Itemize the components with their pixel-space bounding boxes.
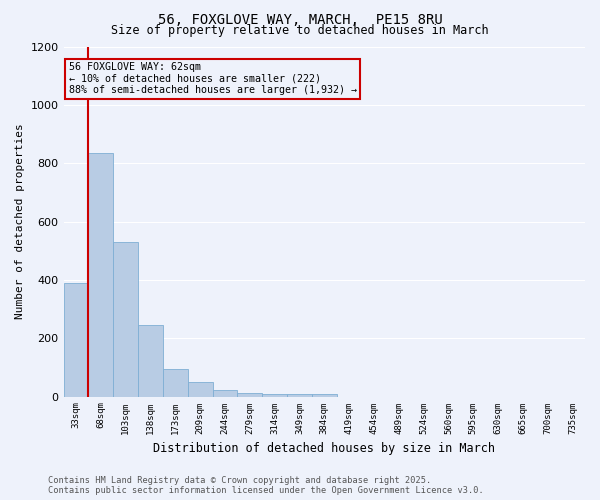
Bar [212, 390, 238, 396]
Text: Size of property relative to detached houses in March: Size of property relative to detached ho… [111, 24, 489, 37]
Y-axis label: Number of detached properties: Number of detached properties [15, 124, 25, 320]
Bar [238, 393, 262, 396]
Bar [262, 394, 287, 396]
Bar [312, 394, 337, 396]
Text: Contains HM Land Registry data © Crown copyright and database right 2025.
Contai: Contains HM Land Registry data © Crown c… [48, 476, 484, 495]
Bar [163, 369, 188, 396]
Text: 56 FOXGLOVE WAY: 62sqm
← 10% of detached houses are smaller (222)
88% of semi-de: 56 FOXGLOVE WAY: 62sqm ← 10% of detached… [69, 62, 357, 96]
Bar [64, 283, 88, 397]
Bar [287, 394, 312, 396]
X-axis label: Distribution of detached houses by size in March: Distribution of detached houses by size … [153, 442, 495, 455]
Text: 56, FOXGLOVE WAY, MARCH,  PE15 8RU: 56, FOXGLOVE WAY, MARCH, PE15 8RU [158, 12, 442, 26]
Bar [113, 242, 138, 396]
Bar [88, 153, 113, 396]
Bar [188, 382, 212, 396]
Bar [138, 325, 163, 396]
